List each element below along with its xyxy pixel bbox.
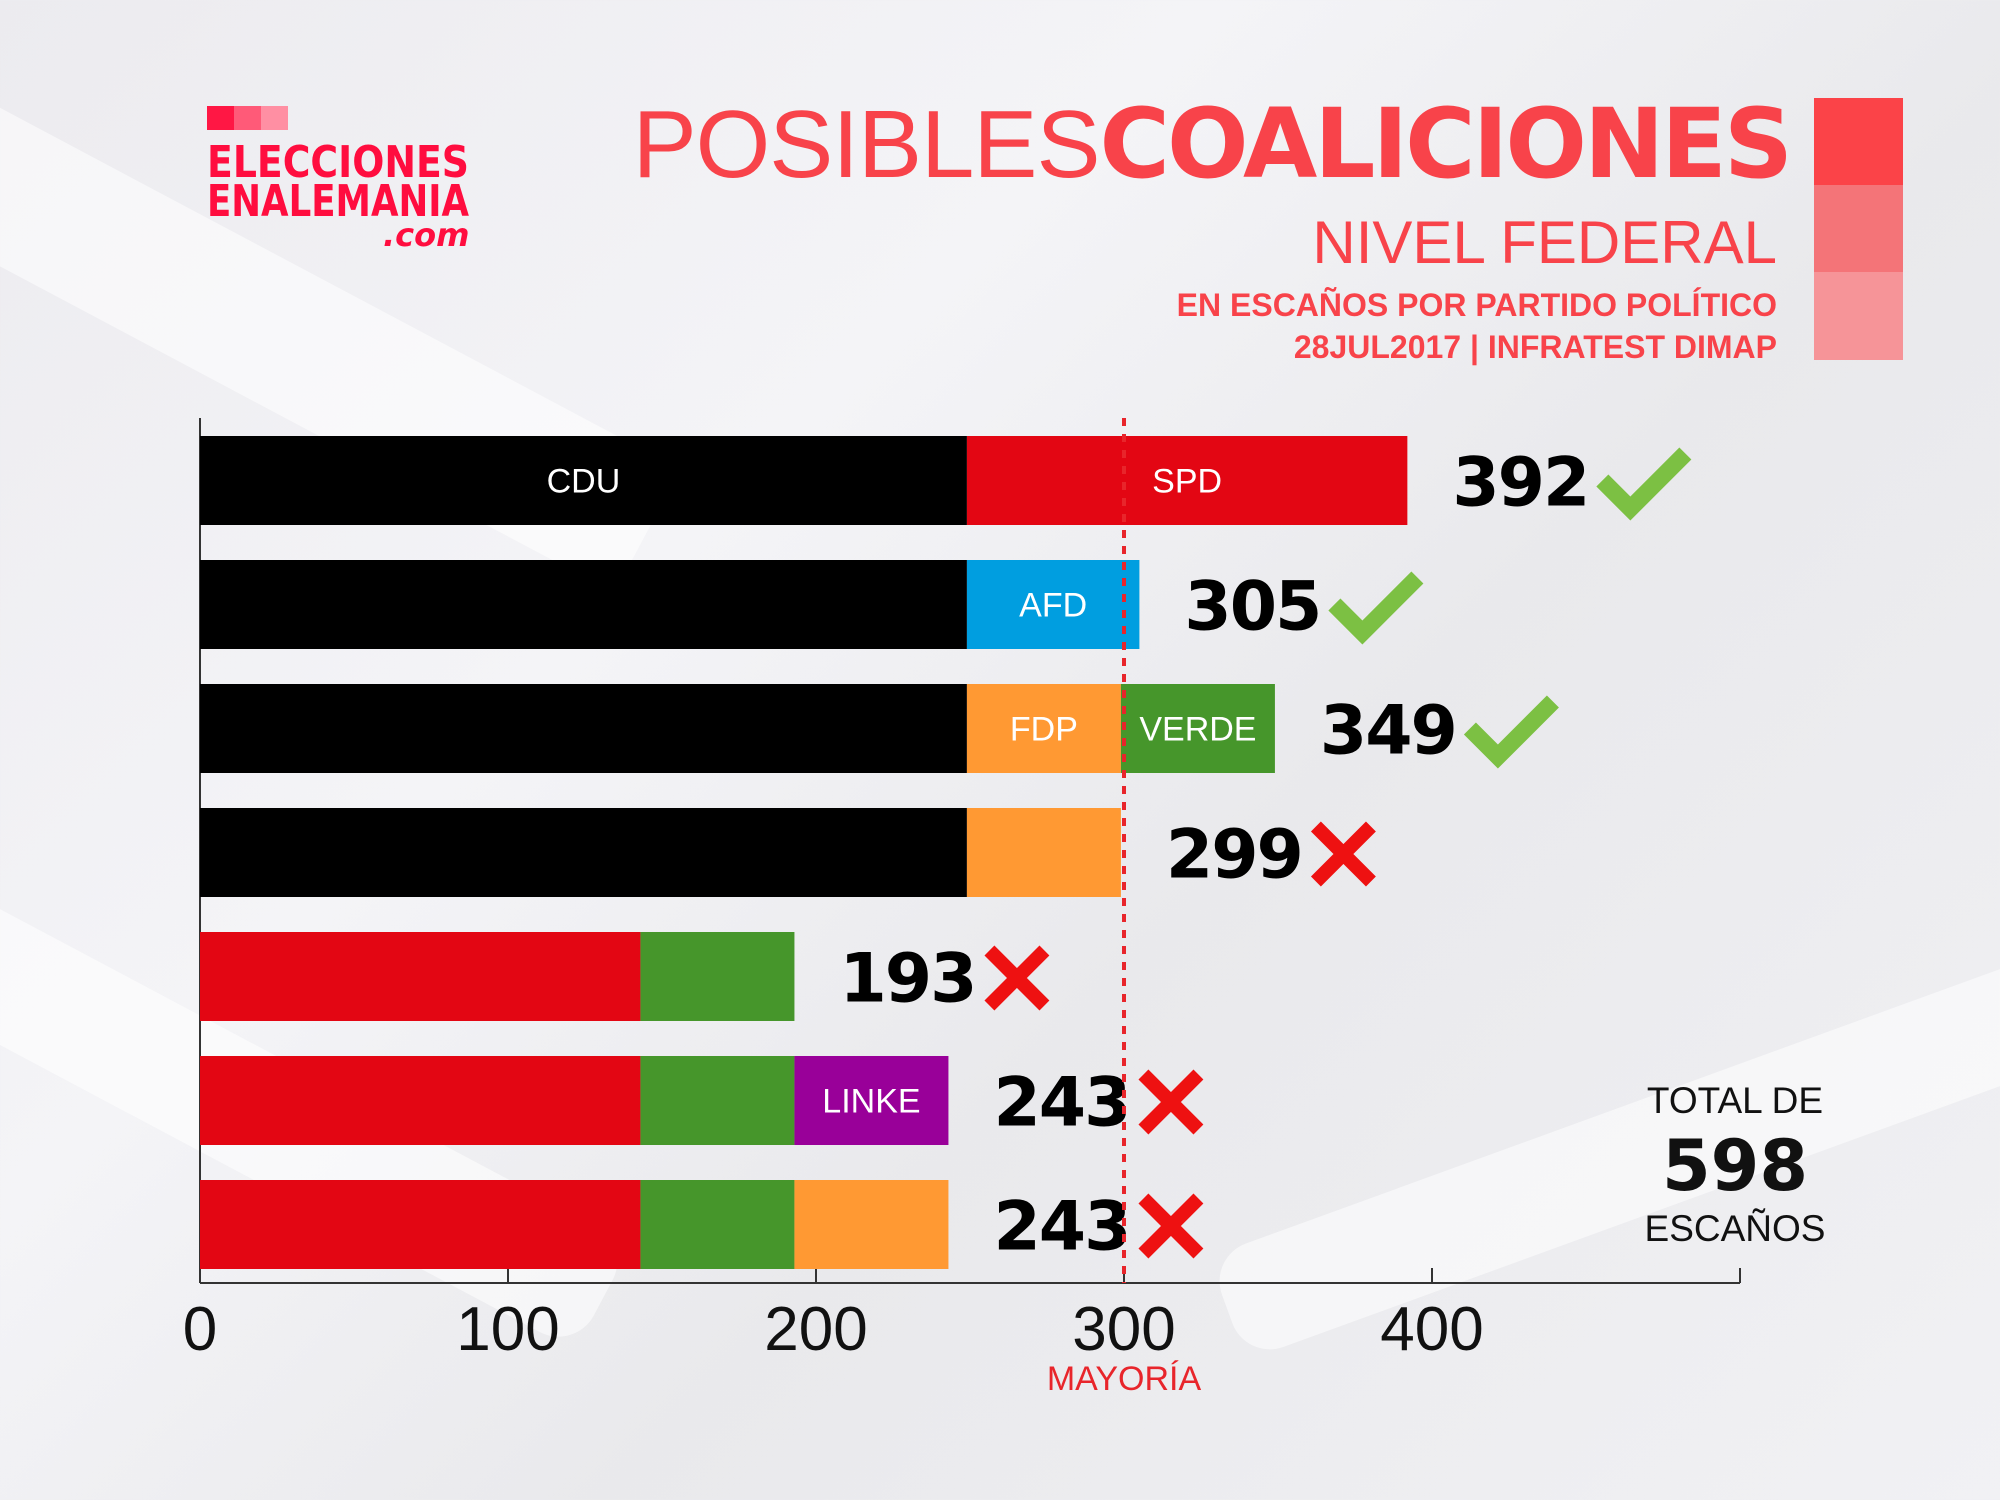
bar-segment-verde — [1120, 684, 1275, 773]
logo-square — [261, 106, 288, 130]
logo-square — [234, 106, 261, 130]
bar-segment-fdp — [966, 808, 1121, 897]
check-icon — [1463, 695, 1559, 769]
bar-row: 243 — [200, 1180, 1204, 1269]
check-icon — [1596, 447, 1692, 521]
bar-segment-spd — [200, 932, 641, 1021]
segment-label: SPD — [1152, 463, 1222, 501]
bar-segment-cdu — [200, 436, 967, 525]
cross-icon — [1138, 1193, 1204, 1259]
header-square — [1814, 272, 1903, 360]
coalition-total: 305 — [1184, 568, 1320, 647]
bar-segment-cdu — [200, 684, 967, 773]
coalition-total: 243 — [993, 1188, 1129, 1267]
total-value: 598 — [1661, 1125, 1809, 1207]
bar-segment-verde — [640, 1056, 795, 1145]
subtitle: NIVEL FEDERAL — [1312, 209, 1777, 276]
cross-icon — [984, 945, 1050, 1011]
coalition-total: 392 — [1452, 444, 1588, 523]
site-logo: ELECCIONES ENALEMANIA .com — [207, 106, 469, 254]
logo-line-3: .com — [383, 216, 469, 254]
logo-line-2: ENALEMANIA — [207, 176, 469, 227]
bar-segment-spd — [966, 436, 1408, 525]
total-label-bottom: ESCAÑOS — [1644, 1208, 1826, 1249]
coalition-total: 243 — [993, 1064, 1129, 1143]
bar-segment-verde — [640, 1180, 795, 1269]
majority-label: MAYORÍA — [1047, 1360, 1202, 1398]
segment-label: CDU — [547, 463, 621, 501]
x-tick-label: 200 — [764, 1295, 867, 1364]
cross-icon — [1310, 821, 1376, 887]
bar-row: FDP VERDE 349 — [200, 684, 1559, 773]
x-tick-label: 100 — [456, 1295, 559, 1364]
bar-row: 193 — [200, 932, 1050, 1021]
cross-icon — [1138, 1069, 1204, 1135]
x-tick-label: 400 — [1380, 1295, 1483, 1364]
total-label-top: TOTAL DE — [1646, 1080, 1824, 1121]
page-title: POSIBLESCOALICIONES — [632, 88, 1793, 200]
bar-row: 299 — [200, 808, 1376, 897]
bar-segment-cdu — [200, 560, 967, 649]
logo-line-1: ELECCIONES — [207, 137, 469, 188]
title-light: POSIBLES — [632, 91, 1101, 198]
bar-row: CDU SPD 392 — [200, 436, 1692, 525]
description: EN ESCAÑOS POR PARTIDO POLÍTICO — [1176, 287, 1777, 323]
bar-segment-cdu — [200, 808, 967, 897]
bar-segment-afd — [966, 560, 1140, 649]
x-tick-label: 300 — [1072, 1295, 1175, 1364]
bar-segment-fdp — [794, 1180, 949, 1269]
title-bold: COALICIONES — [1099, 88, 1793, 200]
bar-segment-spd — [200, 1180, 641, 1269]
segment-label: AFD — [1019, 587, 1087, 625]
header-square — [1814, 185, 1903, 272]
bar-row: LINKE 243 — [200, 1056, 1204, 1145]
header-square — [1814, 98, 1903, 185]
segment-label: VERDE — [1139, 711, 1256, 749]
segment-label: LINKE — [822, 1083, 920, 1121]
x-tick-label: 0 — [183, 1295, 217, 1364]
segment-label: FDP — [1010, 711, 1078, 749]
bar-row: AFD 305 — [200, 560, 1424, 649]
check-icon — [1328, 571, 1424, 645]
coalition-total: 193 — [839, 940, 975, 1019]
bar-segment-linke — [794, 1056, 949, 1145]
bar-segment-verde — [640, 932, 795, 1021]
source: 28JUL2017 | INFRATEST DIMAP — [1293, 329, 1777, 365]
bar-segment-fdp — [966, 684, 1121, 773]
bar-segment-spd — [200, 1056, 641, 1145]
logo-square — [207, 106, 234, 130]
coalition-total: 349 — [1320, 692, 1456, 771]
coalition-total: 299 — [1166, 816, 1302, 895]
